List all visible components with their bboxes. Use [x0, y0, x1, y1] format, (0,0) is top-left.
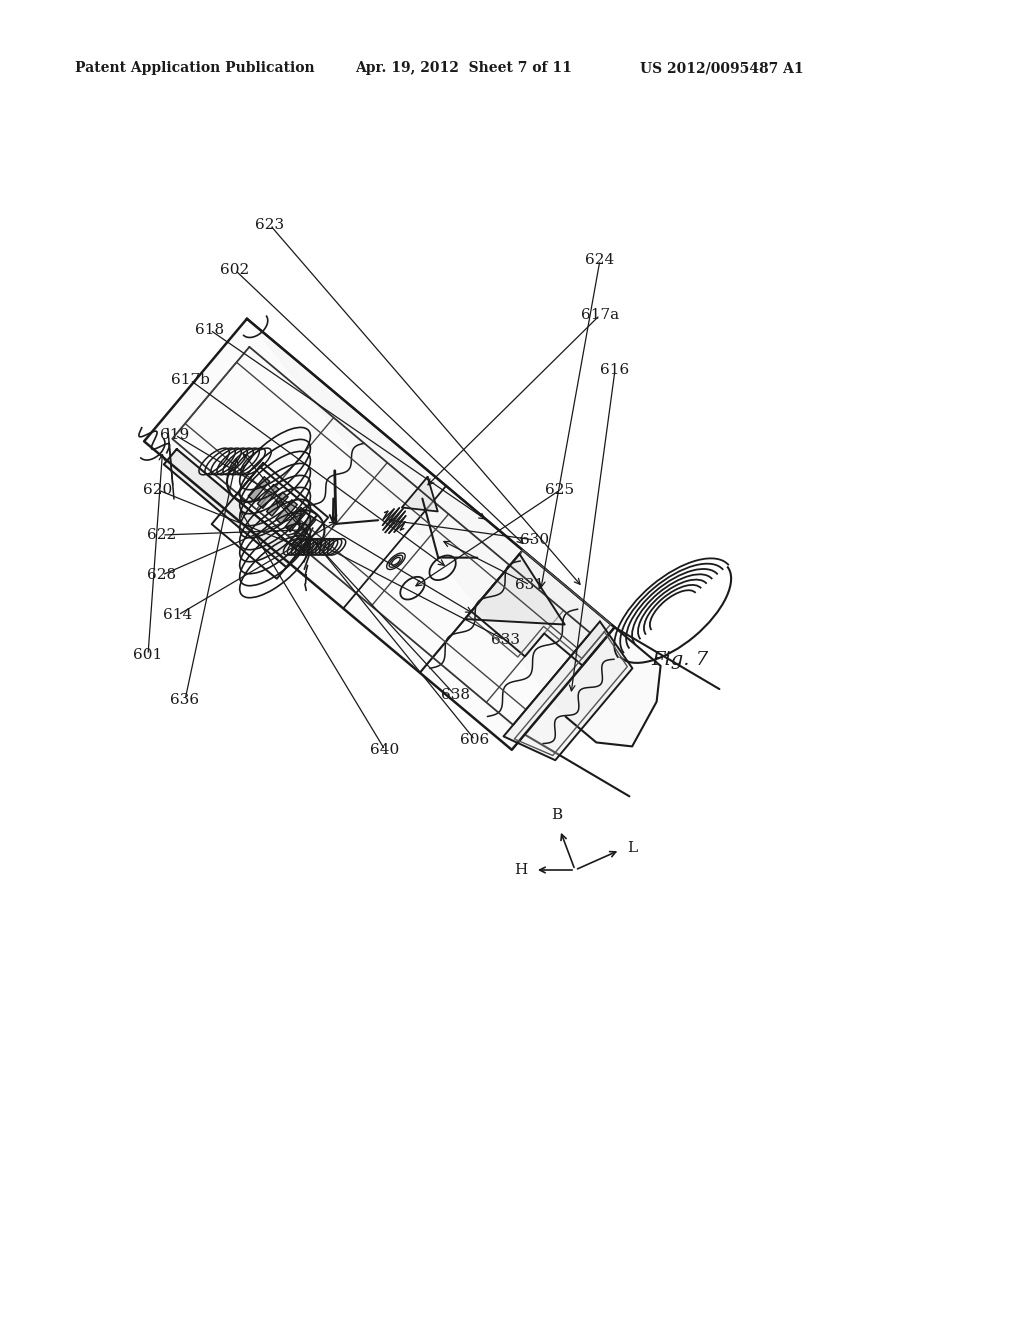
- Text: H: H: [514, 863, 527, 876]
- Text: US 2012/0095487 A1: US 2012/0095487 A1: [640, 61, 804, 75]
- Text: 618: 618: [196, 323, 224, 337]
- Polygon shape: [266, 492, 288, 516]
- Polygon shape: [465, 554, 564, 624]
- Text: 617b: 617b: [171, 374, 210, 387]
- Text: 630: 630: [520, 533, 550, 546]
- Text: Patent Application Publication: Patent Application Publication: [75, 61, 314, 75]
- Polygon shape: [294, 516, 315, 539]
- Text: 633: 633: [490, 634, 519, 647]
- Text: Fig. 7: Fig. 7: [651, 651, 709, 669]
- Text: 619: 619: [161, 428, 189, 442]
- Polygon shape: [471, 550, 614, 665]
- Text: 601: 601: [133, 648, 163, 663]
- Polygon shape: [285, 508, 306, 532]
- Text: 614: 614: [164, 609, 193, 622]
- Text: 628: 628: [147, 568, 176, 582]
- Polygon shape: [275, 500, 297, 524]
- Text: 606: 606: [461, 733, 489, 747]
- Text: 602: 602: [220, 263, 250, 277]
- Text: 640: 640: [371, 743, 399, 756]
- Text: 638: 638: [440, 688, 469, 702]
- Text: 617a: 617a: [581, 308, 620, 322]
- Polygon shape: [164, 449, 299, 568]
- Polygon shape: [401, 477, 437, 511]
- Text: L: L: [627, 841, 637, 855]
- Text: 636: 636: [170, 693, 200, 708]
- Text: 620: 620: [143, 483, 173, 498]
- Text: 631: 631: [515, 578, 545, 591]
- Polygon shape: [504, 622, 633, 760]
- Polygon shape: [247, 318, 660, 746]
- Text: 622: 622: [147, 528, 176, 543]
- Polygon shape: [144, 318, 614, 750]
- Text: 623: 623: [255, 218, 285, 232]
- Text: Apr. 19, 2012  Sheet 7 of 11: Apr. 19, 2012 Sheet 7 of 11: [355, 61, 571, 75]
- Text: B: B: [552, 808, 562, 822]
- Polygon shape: [248, 477, 269, 500]
- Text: 624: 624: [586, 253, 614, 267]
- Text: 616: 616: [600, 363, 630, 378]
- Polygon shape: [257, 484, 279, 508]
- Text: 625: 625: [546, 483, 574, 498]
